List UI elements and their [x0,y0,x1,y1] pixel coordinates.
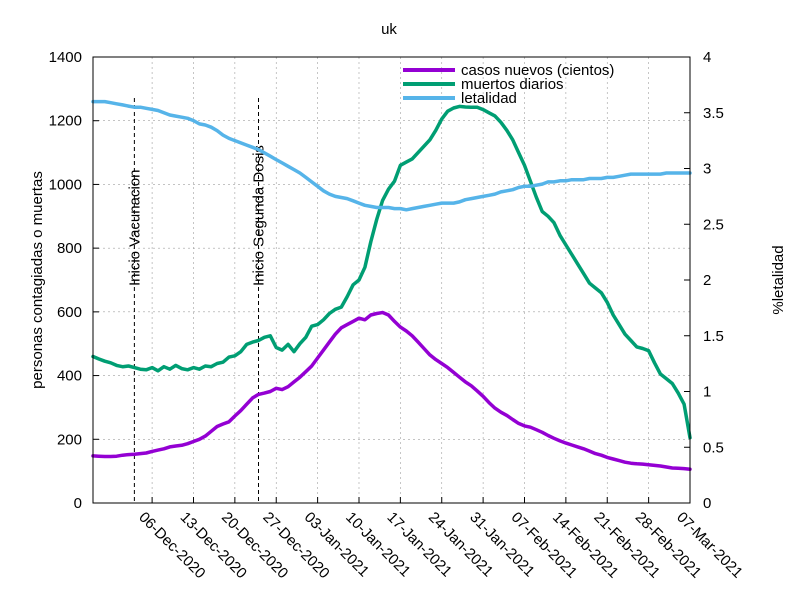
annotation-label: Inicio Segunda Dosis [251,145,268,286]
y2-tick-label: 1.5 [703,328,724,345]
legend-label: casos nuevos (cientos) [461,62,614,79]
y-tick-label: 800 [57,240,82,257]
ticks: 0 200 400 600 800 1000 1200 1400 0 0.5 1 1.5 2 2.5 3 3.… [49,49,746,582]
series-lines [91,99,692,471]
y-tick-label: 400 [57,368,82,385]
y2-tick-label: 0 [703,495,711,512]
y-tick-label: 600 [57,304,82,321]
y2-tick-label: 2 [703,272,711,289]
grid [93,56,691,504]
y2-tick-label: 1 [703,384,711,401]
series-line [91,310,692,471]
y-axis-title: personas contagiadas o muertas [29,171,46,389]
series-line [91,99,692,212]
legend-label: muertos diarios [461,76,564,93]
annotation-label: Inicio Vacunacion [126,170,143,286]
legend-label: letalidad [461,90,517,107]
y-tick-label: 1200 [49,113,82,130]
y2-tick-label: 4 [703,49,711,66]
y-tick-label: 1000 [49,176,82,193]
y-tick-label: 0 [74,495,82,512]
y-tick-label: 1400 [49,49,82,66]
chart-title: uk [381,21,397,38]
y-tick-label: 200 [57,431,82,448]
y2-tick-label: 3.5 [703,105,724,122]
y2-tick-label: 2.5 [703,216,724,233]
annotations: Inicio Vacunacion Inicio Segunda Dosis [126,98,268,503]
series-line [91,104,692,440]
y2-tick-label: 3 [703,161,711,178]
y2-axis-title: %letalidad [770,245,787,314]
y2-tick-label: 0.5 [703,439,724,456]
plot-frame [92,56,691,504]
legend: casos nuevos (cientos)muertos diarioslet… [403,62,614,107]
